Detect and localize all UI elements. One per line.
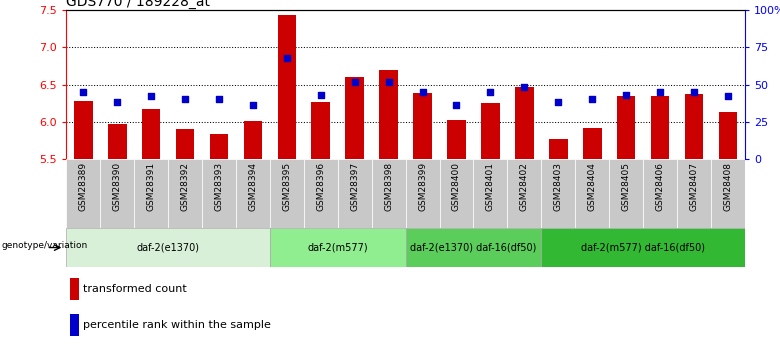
Text: GSM28398: GSM28398 bbox=[384, 162, 393, 211]
Bar bbox=[406, 228, 541, 267]
Text: GSM28404: GSM28404 bbox=[587, 162, 597, 211]
Bar bbox=[66, 228, 270, 267]
Bar bbox=[515, 88, 534, 159]
Text: GSM28408: GSM28408 bbox=[723, 162, 732, 211]
Point bbox=[213, 97, 225, 102]
Bar bbox=[711, 159, 745, 228]
Text: GSM28394: GSM28394 bbox=[248, 162, 257, 211]
Bar bbox=[278, 15, 296, 159]
Bar bbox=[541, 228, 745, 267]
Bar bbox=[70, 314, 80, 336]
Point bbox=[417, 89, 429, 95]
Bar bbox=[243, 121, 262, 159]
Point bbox=[688, 89, 700, 95]
Bar bbox=[440, 159, 473, 228]
Text: genotype/variation: genotype/variation bbox=[2, 241, 87, 250]
Point bbox=[281, 55, 293, 61]
Bar bbox=[108, 124, 126, 159]
Bar bbox=[70, 278, 80, 300]
Bar bbox=[413, 93, 432, 159]
Text: GSM28399: GSM28399 bbox=[418, 162, 427, 211]
Bar bbox=[142, 109, 161, 159]
Bar bbox=[346, 77, 364, 159]
Text: daf-2(m577) daf-16(df50): daf-2(m577) daf-16(df50) bbox=[581, 243, 705, 253]
Text: daf-2(e1370) daf-16(df50): daf-2(e1370) daf-16(df50) bbox=[410, 243, 537, 253]
Bar bbox=[338, 159, 372, 228]
Point bbox=[179, 97, 191, 102]
Text: GSM28389: GSM28389 bbox=[79, 162, 88, 211]
Text: GDS770 / 189228_at: GDS770 / 189228_at bbox=[66, 0, 211, 9]
Text: percentile rank within the sample: percentile rank within the sample bbox=[83, 320, 271, 330]
Bar bbox=[677, 159, 711, 228]
Bar bbox=[718, 112, 737, 159]
Bar bbox=[371, 159, 406, 228]
Bar bbox=[609, 159, 643, 228]
Point bbox=[349, 79, 361, 84]
Point bbox=[484, 89, 497, 95]
Text: GSM28405: GSM28405 bbox=[622, 162, 631, 211]
Point bbox=[450, 102, 463, 108]
Point bbox=[145, 93, 158, 99]
Bar bbox=[270, 228, 406, 267]
Point bbox=[552, 100, 565, 105]
Text: GSM28401: GSM28401 bbox=[486, 162, 495, 211]
Point bbox=[246, 102, 259, 108]
Point bbox=[382, 79, 395, 84]
Bar bbox=[576, 159, 609, 228]
Bar bbox=[311, 102, 330, 159]
Point bbox=[77, 89, 90, 95]
Text: GSM28406: GSM28406 bbox=[655, 162, 665, 211]
Bar bbox=[134, 159, 168, 228]
Point bbox=[586, 97, 598, 102]
Text: GSM28395: GSM28395 bbox=[282, 162, 292, 211]
Bar bbox=[66, 159, 101, 228]
Bar bbox=[304, 159, 338, 228]
Text: GSM28396: GSM28396 bbox=[316, 162, 325, 211]
Bar bbox=[176, 129, 194, 159]
Point bbox=[518, 85, 530, 90]
Bar bbox=[685, 94, 704, 159]
Text: GSM28407: GSM28407 bbox=[690, 162, 699, 211]
Bar bbox=[549, 139, 568, 159]
Bar bbox=[168, 159, 202, 228]
Text: daf-2(m577): daf-2(m577) bbox=[307, 243, 368, 253]
Bar bbox=[473, 159, 508, 228]
Bar bbox=[101, 159, 134, 228]
Text: daf-2(e1370): daf-2(e1370) bbox=[136, 243, 200, 253]
Point bbox=[111, 100, 123, 105]
Bar bbox=[507, 159, 541, 228]
Bar bbox=[447, 120, 466, 159]
Text: GSM28402: GSM28402 bbox=[519, 162, 529, 211]
Point bbox=[722, 93, 734, 99]
Bar bbox=[583, 128, 601, 159]
Text: GSM28397: GSM28397 bbox=[350, 162, 360, 211]
Text: GSM28391: GSM28391 bbox=[147, 162, 156, 211]
Bar bbox=[210, 134, 229, 159]
Bar bbox=[202, 159, 236, 228]
Bar bbox=[379, 70, 398, 159]
Bar bbox=[651, 96, 669, 159]
Bar bbox=[643, 159, 677, 228]
Bar bbox=[236, 159, 270, 228]
Point bbox=[654, 89, 666, 95]
Text: GSM28390: GSM28390 bbox=[112, 162, 122, 211]
Text: GSM28400: GSM28400 bbox=[452, 162, 461, 211]
Text: GSM28403: GSM28403 bbox=[554, 162, 563, 211]
Bar bbox=[406, 159, 440, 228]
Bar bbox=[617, 96, 636, 159]
Bar bbox=[481, 103, 500, 159]
Bar bbox=[270, 159, 304, 228]
Bar bbox=[541, 159, 576, 228]
Text: GSM28392: GSM28392 bbox=[180, 162, 190, 211]
Bar bbox=[74, 101, 93, 159]
Point bbox=[620, 92, 633, 98]
Point bbox=[314, 92, 327, 98]
Text: GSM28393: GSM28393 bbox=[215, 162, 224, 211]
Text: transformed count: transformed count bbox=[83, 284, 187, 294]
